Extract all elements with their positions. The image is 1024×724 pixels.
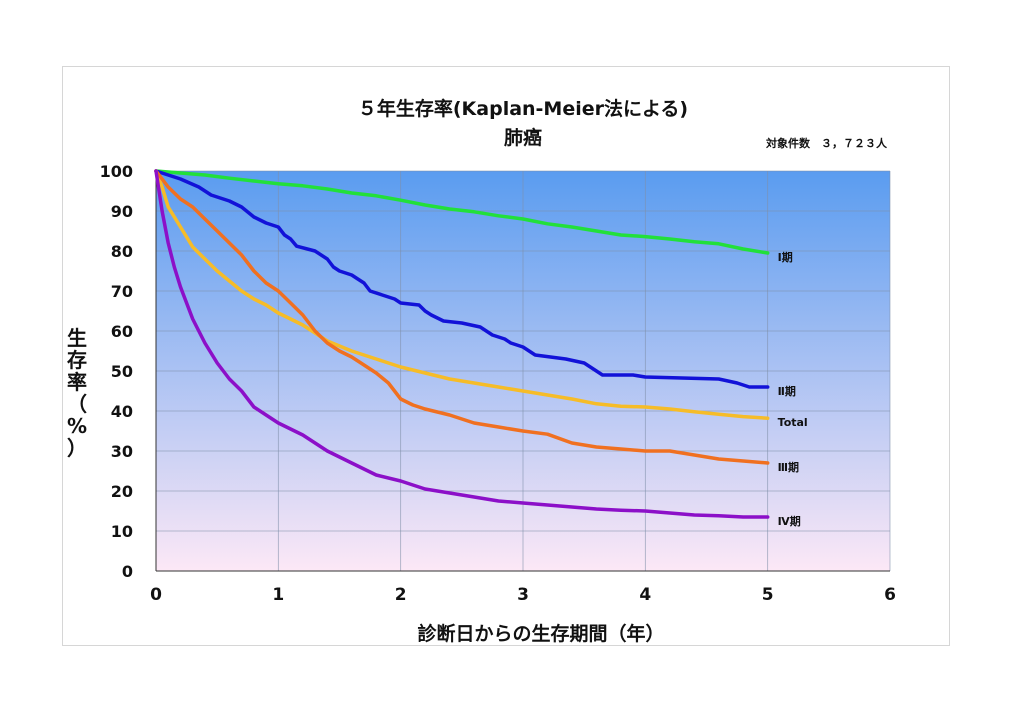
series-label: Ⅱ期 bbox=[778, 384, 796, 398]
x-tick-label: 2 bbox=[395, 585, 407, 605]
x-tick-label: 6 bbox=[884, 585, 896, 605]
x-tick-label: 1 bbox=[272, 585, 284, 605]
y-tick-label: 100 bbox=[100, 162, 133, 181]
y-axis-label-char: ） bbox=[67, 436, 87, 460]
y-axis-label-char: 存 bbox=[67, 348, 87, 372]
x-axis-label: 診断日からの生存期間（年） bbox=[417, 622, 664, 645]
chart-subtitle: 肺癌 bbox=[504, 126, 542, 149]
y-tick-label: 0 bbox=[122, 562, 133, 581]
y-tick-label: 40 bbox=[111, 402, 133, 421]
series-line bbox=[154, 169, 770, 255]
series-line bbox=[154, 169, 770, 465]
y-tick-label: 60 bbox=[111, 322, 133, 341]
survival-chart: 0 1 2 3 4 5 6 0 10 20 30 40 50 60 70 80 90 100 Ⅰ期 Ⅱ期 Total… bbox=[67, 97, 896, 645]
series-line bbox=[154, 169, 770, 519]
y-tick-label: 30 bbox=[111, 442, 133, 461]
series-label: Ⅰ期 bbox=[778, 250, 793, 264]
y-axis-label-char: 生 bbox=[67, 326, 87, 350]
x-tick-label: 0 bbox=[150, 585, 162, 605]
y-tick-label: 80 bbox=[111, 242, 133, 261]
y-axis-label-char: （ bbox=[67, 392, 87, 416]
y-axis-label-char: % bbox=[67, 414, 87, 438]
x-tick-label: 3 bbox=[517, 585, 529, 605]
chart-frame: 0 1 2 3 4 5 6 0 10 20 30 40 50 60 70 80 90 100 Ⅰ期 Ⅱ期 Total… bbox=[62, 66, 950, 646]
series-label: Total bbox=[778, 416, 808, 429]
y-tick-label: 50 bbox=[111, 362, 133, 381]
series-label: Ⅲ期 bbox=[778, 460, 799, 474]
series-line bbox=[154, 169, 770, 389]
x-tick-label: 5 bbox=[762, 585, 774, 605]
y-tick-label: 10 bbox=[111, 522, 133, 541]
y-tick-label: 70 bbox=[111, 282, 133, 301]
series-label: Ⅳ期 bbox=[778, 514, 801, 528]
case-count-note: 対象件数 ３，７２３人 bbox=[765, 136, 888, 150]
chart-title: ５年生存率(Kaplan-Meier法による) bbox=[358, 97, 688, 120]
y-axis-label: 生存率（%） bbox=[67, 326, 87, 460]
y-tick-label: 20 bbox=[111, 482, 133, 501]
x-tick-label: 4 bbox=[639, 585, 651, 605]
y-axis-label-char: 率 bbox=[67, 370, 87, 394]
y-tick-label: 90 bbox=[111, 202, 133, 221]
series-line bbox=[154, 169, 770, 420]
